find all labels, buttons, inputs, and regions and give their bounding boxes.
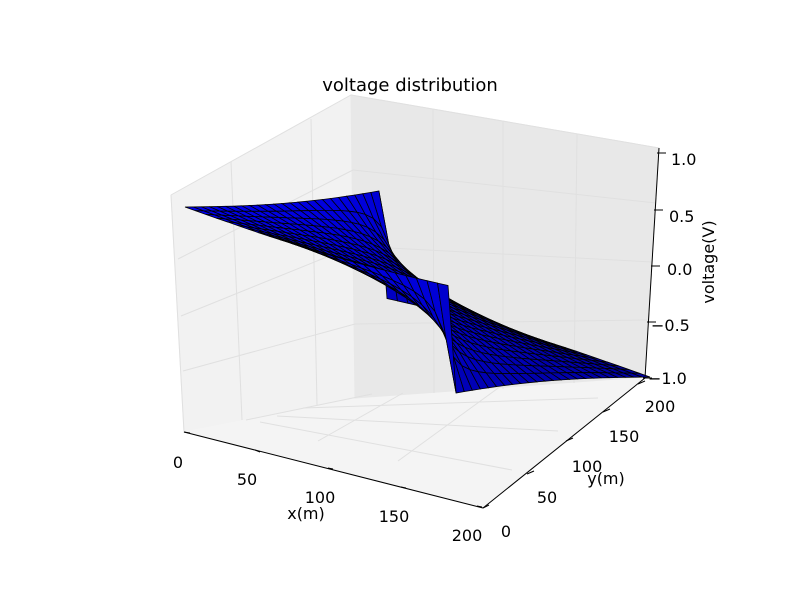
y-tick <box>565 437 574 442</box>
y-tick-label: 200 <box>645 397 676 416</box>
x-tick <box>183 431 191 434</box>
y-tick <box>526 470 535 475</box>
y-tick <box>637 380 646 385</box>
gridline <box>182 323 356 372</box>
z-tick-label: 0.5 <box>669 207 694 226</box>
x-tick-label: 0 <box>173 453 183 472</box>
gridline <box>259 421 513 471</box>
x-tick <box>400 486 407 489</box>
y-tick-labels: 0 50 100 150 200 <box>501 397 675 541</box>
y-axis-line <box>482 377 646 509</box>
surface-patch <box>437 282 457 394</box>
voltage-surface <box>184 190 651 394</box>
gridline <box>352 169 657 204</box>
y-tick-label: 50 <box>537 488 557 507</box>
x-tick-labels: 0 50 100 150 200 <box>173 453 482 545</box>
axis-lines <box>183 147 660 509</box>
z-axis-line <box>644 147 660 379</box>
gridline <box>276 415 559 432</box>
gridline <box>170 94 352 196</box>
x-tick <box>254 449 261 453</box>
z-tick-label: −0.5 <box>651 316 690 335</box>
x-tick-label: 200 <box>452 526 483 545</box>
gridline <box>302 397 599 409</box>
gridline <box>353 245 653 263</box>
x-axis-line <box>183 431 484 509</box>
gridline <box>432 108 435 394</box>
gridline <box>354 319 649 325</box>
left-pane <box>170 94 356 433</box>
x-tick-label: 150 <box>379 507 410 526</box>
x-tick-label: 50 <box>237 470 257 489</box>
z-tick-label: −1.0 <box>648 369 687 388</box>
x-tick <box>327 467 334 470</box>
z-tick-labels: −1.0 −0.5 0.0 0.5 1.0 <box>648 150 696 388</box>
y-tick-label: 150 <box>609 427 640 446</box>
tick-marks <box>183 152 666 509</box>
z-axis-label: voltage(V) <box>699 220 718 303</box>
gridline <box>245 393 373 421</box>
y-axis-label: y(m) <box>587 469 625 488</box>
y-tick-label: 100 <box>572 457 603 476</box>
x-tick <box>476 505 483 508</box>
gridline <box>180 245 355 317</box>
gridline <box>573 133 578 384</box>
gridlines <box>170 94 660 471</box>
gridline <box>350 94 660 149</box>
gridline <box>317 392 404 442</box>
gridline <box>170 194 185 433</box>
x-axis-label: x(m) <box>287 504 325 523</box>
gridline <box>397 385 502 462</box>
chart-title: voltage distribution <box>322 75 498 96</box>
y-tick <box>602 408 611 413</box>
y-tick-label: 0 <box>501 522 511 541</box>
z-tick-label: 1.0 <box>671 150 696 169</box>
y-tick <box>482 504 490 509</box>
z-tick-label: 0.0 <box>667 260 692 279</box>
x-tick-label: 100 <box>305 488 336 507</box>
gridline <box>230 161 243 421</box>
